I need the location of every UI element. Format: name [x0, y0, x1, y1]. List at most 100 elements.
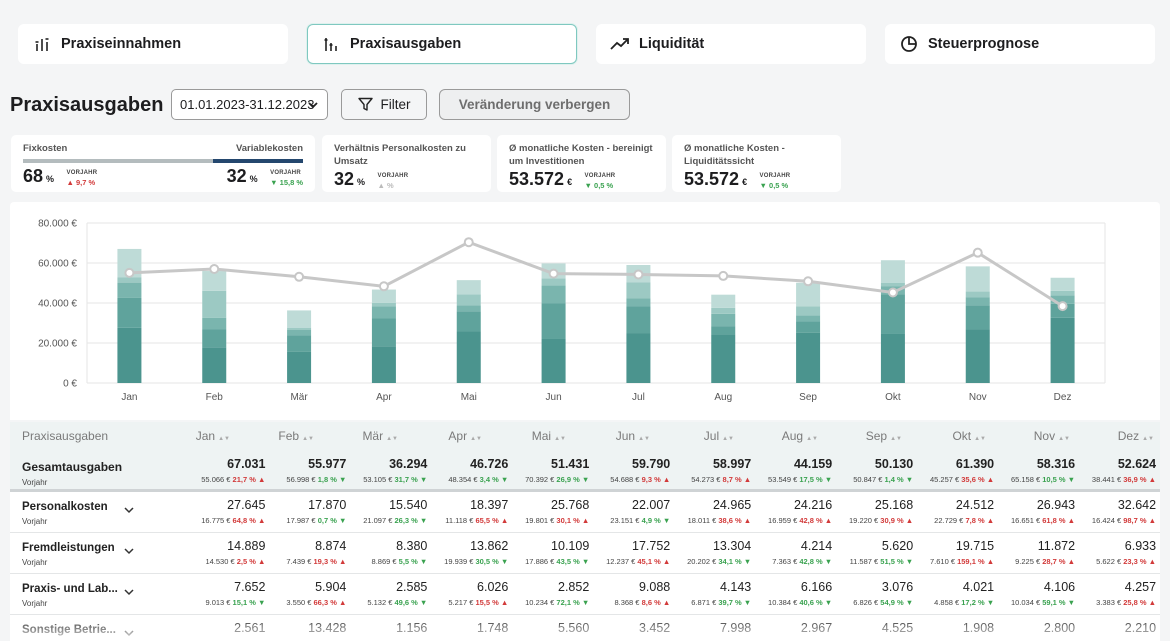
- column-header-label: Dez: [1117, 429, 1140, 443]
- cell-value: 17.752: [632, 539, 671, 553]
- column-header-okt[interactable]: Okt ▲▼: [908, 429, 992, 443]
- column-header-aug[interactable]: Aug ▲▼: [740, 429, 824, 443]
- change-percent: 39,7 % ▼: [718, 598, 752, 607]
- expand-chevron-icon[interactable]: [123, 545, 135, 557]
- change-percent: 25,8 % ▲: [1123, 598, 1157, 607]
- previous-value: 4.858 €: [934, 598, 962, 607]
- column-header-mär[interactable]: Mär ▲▼: [320, 429, 404, 443]
- date-range-select[interactable]: 01.01.2023-31.12.2023: [171, 89, 328, 120]
- sort-icon[interactable]: ▲▼: [806, 436, 818, 442]
- bar-segment: [287, 351, 312, 383]
- cell-previous: 19.939 € 30,5 % ▼: [431, 557, 508, 566]
- cell-previous: 3.383 € 25,8 % ▲: [1079, 598, 1156, 607]
- y-tick-label: 80.000 €: [38, 219, 77, 230]
- expand-chevron-icon[interactable]: [123, 504, 135, 516]
- cell-value: 8.874: [315, 539, 347, 553]
- previous-value: 12.237 €: [606, 557, 638, 566]
- change-percent: 4,9 % ▼: [641, 516, 671, 525]
- row-name: Praxis- und Lab...: [22, 583, 118, 595]
- previous-value: 48.354 €: [448, 475, 480, 484]
- previous-value: 22.729 €: [934, 516, 966, 525]
- tab-label: Praxisausgaben: [350, 36, 462, 52]
- tab-praxiseinnahmen[interactable]: Praxiseinnahmen: [18, 24, 288, 64]
- table-row[interactable]: Fremdleistungen Vorjahr 14.889 14.530 € 2,5…: [10, 533, 1160, 574]
- value-cell: 13.304 20.202 € 34,1 % ▼: [674, 533, 755, 573]
- column-header-jan[interactable]: Jan ▲▼: [152, 429, 236, 443]
- value-cell: 7.652 9.013 € 15,1 % ▼: [188, 574, 269, 614]
- comparison-point: [209, 264, 220, 275]
- cell-value: 25.168: [874, 498, 914, 512]
- bar-segment: [880, 294, 905, 334]
- bar-segment: [796, 306, 821, 316]
- bar-segment: [117, 327, 142, 383]
- sort-icon[interactable]: ▲▼: [974, 436, 986, 442]
- column-header-apr[interactable]: Apr ▲▼: [404, 429, 488, 443]
- cell-previous: 8.869 € 5,5 % ▼: [350, 557, 428, 566]
- value-cell: 5.904 3.550 € 66,3 % ▲: [269, 574, 350, 614]
- column-header-mai[interactable]: Mai ▲▼: [488, 429, 572, 443]
- value-cell: 55.977 56.998 € 1,8 % ▼: [269, 450, 350, 489]
- column-header-label: Mär: [362, 429, 384, 443]
- previous-value: 50.847 €: [853, 475, 885, 484]
- filter-button[interactable]: Filter: [341, 89, 427, 120]
- cell-value: 58.316: [1036, 457, 1076, 471]
- y-tick-label: 0 €: [63, 379, 77, 390]
- table-row[interactable]: Personalkosten Vorjahr 27.645 16.775 € 64,8…: [10, 492, 1160, 533]
- value-cell: 46.726 48.354 € 3,4 % ▼: [431, 450, 512, 489]
- column-header-dez[interactable]: Dez ▲▼: [1076, 429, 1160, 443]
- previous-value: 6.826 €: [853, 598, 881, 607]
- change-percent: 38,6 % ▲: [718, 516, 752, 525]
- tab-praxisausgaben[interactable]: Praxisausgaben: [307, 24, 577, 64]
- value-cell: 4.143 6.871 € 39,7 % ▼: [674, 574, 755, 614]
- sort-icon[interactable]: ▲▼: [302, 436, 314, 442]
- column-header-label: Aug: [781, 429, 804, 443]
- sort-icon[interactable]: ▲▼: [1142, 436, 1154, 442]
- bar-segment: [287, 327, 312, 330]
- column-header-jun[interactable]: Jun ▲▼: [572, 429, 656, 443]
- expand-chevron-icon[interactable]: [123, 586, 135, 598]
- comparison-point: [718, 270, 729, 281]
- previous-value: 56.998 €: [286, 475, 318, 484]
- sort-icon[interactable]: ▲▼: [890, 436, 902, 442]
- row-label-cell: Gesamtausgaben Vorjahr: [10, 450, 188, 489]
- value-cell: 58.316 65.158 € 10,5 % ▼: [998, 450, 1079, 489]
- kpi-fix-value: 68: [23, 166, 44, 186]
- tab-steuerprognose[interactable]: Steuerprognose: [885, 24, 1155, 64]
- table-row[interactable]: Praxis- und Lab... Vorjahr 7.652 9.013 € 15…: [10, 574, 1160, 615]
- cell-previous: 16.775 € 64,8 % ▲: [188, 516, 265, 525]
- cell-previous: 5.132 € 49,6 % ▼: [350, 598, 427, 607]
- column-header-sep[interactable]: Sep ▲▼: [824, 429, 908, 443]
- bar-segment: [287, 335, 312, 352]
- row-name: Gesamtausgaben: [22, 460, 123, 474]
- sort-icon[interactable]: ▲▼: [722, 436, 734, 442]
- cell-value: 51.431: [551, 457, 590, 471]
- bar-chart-icon: [31, 34, 53, 54]
- column-header-nov[interactable]: Nov ▲▼: [992, 429, 1076, 443]
- x-tick-label: Feb: [206, 392, 224, 403]
- column-header-jul[interactable]: Jul ▲▼: [656, 429, 740, 443]
- value-cell: 67.031 55.066 € 21,7 % ▲: [188, 450, 269, 489]
- value-cell: 26.943 16.651 € 61,8 % ▲: [998, 492, 1079, 532]
- kpi-fix-unit: %: [46, 174, 55, 184]
- sort-icon[interactable]: ▲▼: [638, 436, 650, 442]
- cell-previous: 12.237 € 45,1 % ▲: [593, 557, 670, 566]
- previous-value: 10.384 €: [768, 598, 800, 607]
- sort-icon[interactable]: ▲▼: [470, 436, 482, 442]
- cell-previous: 6.871 € 39,7 % ▼: [674, 598, 751, 607]
- change-percent: 10,5 % ▼: [1042, 475, 1076, 484]
- date-range-value: 01.01.2023-31.12.2023: [180, 97, 315, 112]
- comparison-point: [463, 237, 474, 248]
- change-percent: 23,3 % ▲: [1123, 557, 1157, 566]
- sort-icon[interactable]: ▲▼: [218, 436, 230, 442]
- cell-previous: 9.225 € 28,7 % ▲: [998, 557, 1075, 566]
- bar-segment: [202, 290, 227, 318]
- sort-icon[interactable]: ▲▼: [554, 436, 566, 442]
- toggle-change-button[interactable]: Veränderung verbergen: [439, 89, 630, 120]
- value-cell: 25.168 19.220 € 30,9 % ▲: [836, 492, 917, 532]
- sort-icon[interactable]: ▲▼: [386, 436, 398, 442]
- tab-liquiditaet[interactable]: Liquidität: [596, 24, 866, 64]
- column-header-feb[interactable]: Feb ▲▼: [236, 429, 320, 443]
- cell-value: 6.026: [477, 580, 509, 594]
- sort-icon[interactable]: ▲▼: [1058, 436, 1070, 442]
- bar-segment: [711, 326, 736, 335]
